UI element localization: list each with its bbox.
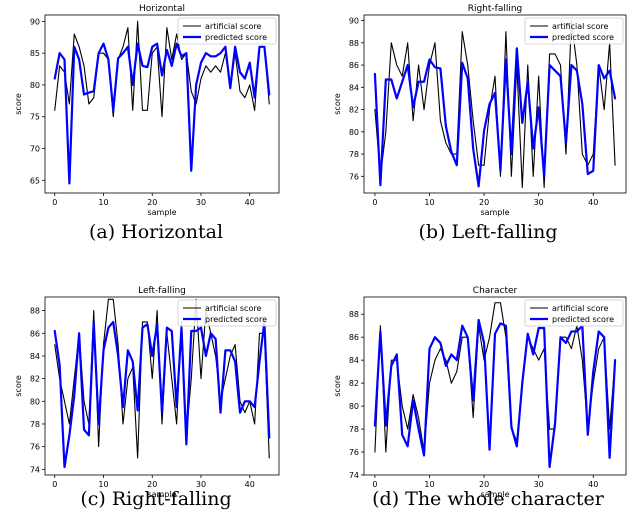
y-axis-label: score (14, 93, 23, 115)
x-tick-label: 0 (52, 198, 57, 207)
x-tick-label: 30 (196, 480, 206, 489)
plot-frame (363, 14, 627, 194)
y-tick-label: 86 (349, 61, 359, 70)
series-line-predicted-score (53, 42, 271, 185)
x-tick-label: 10 (424, 198, 434, 207)
y-tick-label: 88 (349, 39, 359, 48)
x-tick-label: 30 (534, 198, 544, 207)
chart-panel-2: Right-falling 0 10 20 30 40 76 78 80 82 84 86 88 90 sa… (333, 4, 627, 243)
series-line-artificial-score (374, 302, 616, 453)
legend-entry: predicted score (552, 315, 614, 324)
y-tick-label: 84 (349, 356, 359, 365)
y-axis-label: score (333, 93, 342, 115)
y-tick-label: 76 (30, 443, 40, 452)
x-tick-label: 20 (147, 480, 157, 489)
x-tick-label: 10 (98, 198, 108, 207)
y-tick-label: 82 (30, 375, 40, 384)
y-tick-label: 82 (349, 379, 359, 388)
y-tick-label: 80 (349, 402, 359, 411)
legend-entry: predicted score (205, 315, 267, 324)
chart-title: Left-falling (138, 286, 186, 296)
y-tick-label: 88 (349, 310, 359, 319)
y-tick-label: 78 (30, 420, 40, 429)
legend-entry: artificial score (552, 22, 608, 31)
y-tick-label: 88 (30, 307, 40, 316)
legend: artificial score predicted score (177, 299, 277, 327)
x-tick-label: 40 (588, 198, 598, 207)
y-tick-label: 80 (349, 128, 359, 137)
y-tick-label: 65 (30, 176, 40, 185)
plot-frame (363, 296, 627, 476)
y-tick-label: 80 (30, 397, 40, 406)
y-tick-label: 85 (30, 49, 40, 58)
x-tick-label: 30 (196, 198, 206, 207)
chart-panel-4: Character 0 10 20 30 40 74 76 78 80 82 84 86 88 sample… (333, 286, 627, 510)
x-axis-label: sample (147, 490, 176, 499)
y-tick-label: 84 (30, 352, 40, 361)
chart-title: Right-falling (468, 4, 523, 14)
y-tick-label: 90 (30, 17, 40, 26)
legend-box (524, 17, 624, 45)
panel-caption: (a) Horizontal (89, 221, 223, 243)
plot-frame (44, 296, 280, 476)
x-tick-label: 40 (588, 480, 598, 489)
plot-frame (44, 14, 280, 194)
chart-title: Character (473, 286, 518, 296)
x-tick-label: 0 (372, 480, 377, 489)
legend: artificial score predicted score (524, 299, 624, 327)
legend-box (524, 299, 624, 327)
legend-entry: artificial score (552, 304, 608, 313)
y-tick-label: 76 (349, 172, 359, 181)
x-tick-label: 0 (52, 480, 57, 489)
legend-entry: predicted score (205, 33, 267, 42)
y-tick-label: 78 (349, 150, 359, 159)
x-tick-label: 0 (372, 198, 377, 207)
x-tick-label: 40 (245, 198, 255, 207)
y-tick-label: 78 (349, 425, 359, 434)
legend-entry: predicted score (552, 33, 614, 42)
y-tick-label: 74 (30, 465, 40, 474)
y-axis-label: score (333, 375, 342, 397)
panel-caption: (b) Left-falling (419, 221, 558, 243)
y-tick-label: 75 (30, 113, 40, 122)
chart-panel-1: Horizontal 0 10 20 30 40 65 70 75 80 85 90 sample sco… (14, 4, 280, 243)
y-tick-label: 70 (30, 145, 40, 154)
series-line-predicted-score (373, 47, 617, 188)
x-tick-label: 20 (147, 198, 157, 207)
x-axis-label: sample (480, 490, 509, 499)
y-tick-label: 76 (349, 448, 359, 457)
x-tick-label: 20 (479, 198, 489, 207)
x-tick-label: 10 (424, 480, 434, 489)
legend: artificial score predicted score (177, 17, 277, 45)
legend-box (177, 299, 277, 327)
x-axis-label: sample (480, 208, 509, 217)
y-tick-label: 84 (349, 83, 359, 92)
y-tick-label: 86 (30, 329, 40, 338)
y-tick-label: 80 (30, 81, 40, 90)
legend-box (177, 17, 277, 45)
series-line-predicted-score (373, 318, 617, 469)
panel-caption: (d) The whole character (372, 488, 605, 510)
chart-title: Horizontal (139, 4, 185, 14)
x-axis-label: sample (147, 208, 176, 217)
x-tick-label: 40 (245, 480, 255, 489)
y-axis-label: score (14, 375, 23, 397)
y-tick-label: 90 (349, 17, 359, 26)
y-tick-label: 82 (349, 106, 359, 115)
series-line-predicted-score (53, 320, 271, 469)
y-tick-label: 86 (349, 333, 359, 342)
chart-panel-3: Left-falling 0 10 20 30 40 74 76 78 80 82 84 86 88 sam… (14, 286, 280, 510)
legend-entry: artificial score (205, 304, 261, 313)
x-tick-label: 30 (534, 480, 544, 489)
x-tick-label: 10 (98, 480, 108, 489)
y-tick-label: 74 (349, 471, 359, 480)
legend: artificial score predicted score (524, 17, 624, 45)
legend-entry: artificial score (205, 22, 261, 31)
panel-caption: (c) Right-falling (80, 488, 231, 510)
x-tick-label: 20 (479, 480, 489, 489)
